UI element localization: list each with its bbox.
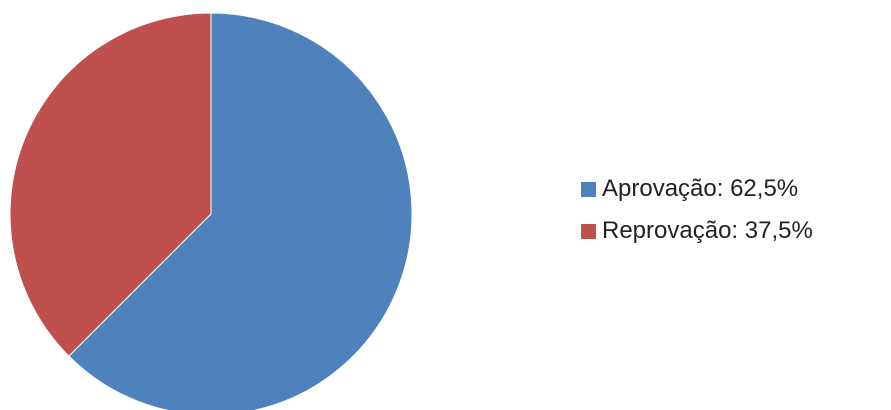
pie-slice-aprovacao bbox=[68, 12, 413, 410]
legend-swatch-reprovacao bbox=[581, 223, 596, 239]
chart-legend: Aprovação: 62,5% Reprovação: 37,5% bbox=[581, 168, 813, 252]
legend-label-aprovacao: Aprovação: 62,5% bbox=[602, 175, 799, 202]
legend-item-reprovacao: Reprovação: 37,5% bbox=[581, 210, 813, 252]
pie-slice-reprovacao bbox=[9, 12, 212, 357]
legend-label-reprovacao: Reprovação: 37,5% bbox=[602, 217, 813, 244]
legend-swatch-aprovacao bbox=[581, 181, 596, 197]
legend-item-aprovacao: Aprovação: 62,5% bbox=[581, 168, 813, 210]
